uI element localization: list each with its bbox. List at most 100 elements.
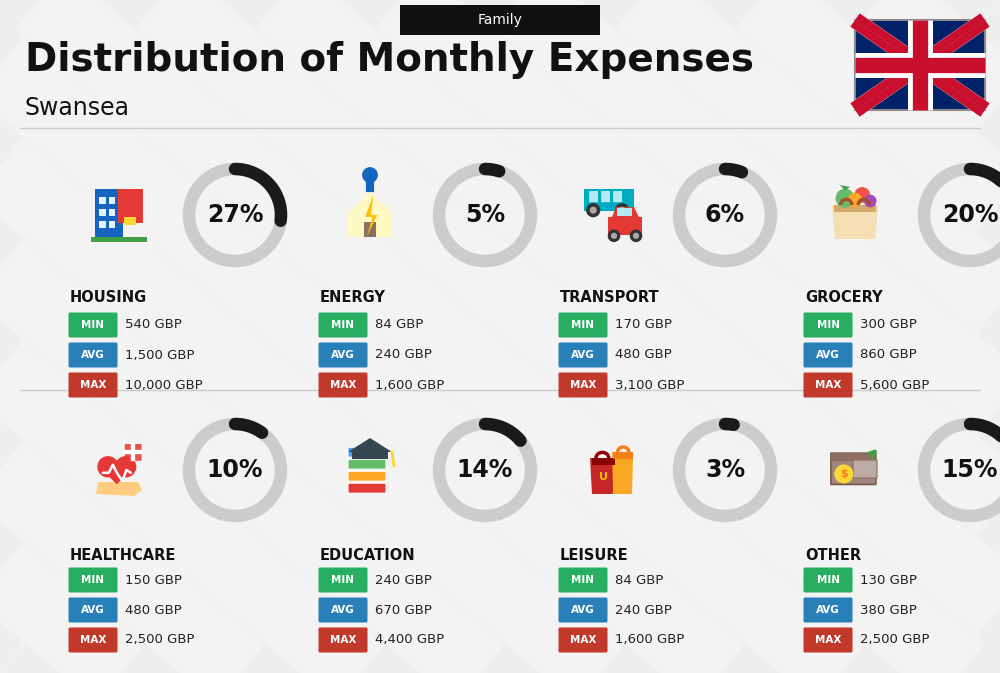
FancyBboxPatch shape [318, 598, 368, 623]
Polygon shape [832, 205, 878, 239]
Circle shape [849, 193, 861, 206]
FancyBboxPatch shape [95, 189, 123, 237]
Text: 84 GBP: 84 GBP [615, 573, 663, 586]
FancyBboxPatch shape [68, 312, 118, 337]
Text: 27%: 27% [207, 203, 263, 227]
Text: MIN: MIN [816, 575, 840, 585]
Text: 3%: 3% [705, 458, 745, 482]
FancyBboxPatch shape [99, 209, 106, 216]
FancyBboxPatch shape [118, 189, 143, 223]
Text: 300 GBP: 300 GBP [860, 318, 917, 332]
FancyBboxPatch shape [68, 343, 118, 367]
Text: 130 GBP: 130 GBP [860, 573, 917, 586]
Text: LEISURE: LEISURE [560, 548, 629, 563]
FancyBboxPatch shape [804, 598, 852, 623]
FancyBboxPatch shape [558, 312, 608, 337]
Text: 670 GBP: 670 GBP [375, 604, 432, 616]
Text: 540 GBP: 540 GBP [125, 318, 182, 332]
FancyBboxPatch shape [592, 458, 615, 465]
Circle shape [619, 207, 625, 213]
FancyBboxPatch shape [613, 452, 633, 459]
Text: MAX: MAX [80, 635, 106, 645]
Polygon shape [590, 458, 615, 494]
Text: AVG: AVG [331, 605, 355, 615]
FancyBboxPatch shape [601, 191, 610, 202]
FancyBboxPatch shape [318, 567, 368, 592]
Circle shape [835, 465, 853, 483]
Text: 10,000 GBP: 10,000 GBP [125, 378, 203, 392]
Polygon shape [612, 207, 639, 217]
FancyBboxPatch shape [831, 453, 876, 461]
FancyBboxPatch shape [804, 627, 852, 653]
Circle shape [612, 234, 616, 238]
FancyBboxPatch shape [318, 372, 368, 398]
Text: HEALTHCARE: HEALTHCARE [70, 548, 176, 563]
Text: 10%: 10% [207, 458, 263, 482]
Text: 5%: 5% [465, 203, 505, 227]
Circle shape [630, 230, 642, 242]
FancyBboxPatch shape [855, 20, 985, 110]
Text: TRANSPORT: TRANSPORT [560, 291, 660, 306]
Circle shape [855, 188, 869, 202]
Text: MAX: MAX [815, 635, 841, 645]
Text: ENERGY: ENERGY [320, 291, 386, 306]
Text: 2,500 GBP: 2,500 GBP [860, 633, 930, 647]
Text: AVG: AVG [81, 605, 105, 615]
Circle shape [98, 457, 118, 476]
Polygon shape [99, 467, 134, 485]
Text: 84 GBP: 84 GBP [375, 318, 423, 332]
Polygon shape [348, 438, 392, 452]
Text: MAX: MAX [570, 635, 596, 645]
FancyBboxPatch shape [804, 372, 852, 398]
Text: MIN: MIN [82, 320, 104, 330]
FancyBboxPatch shape [348, 459, 386, 469]
Text: 480 GBP: 480 GBP [125, 604, 182, 616]
Text: 1,600 GBP: 1,600 GBP [615, 633, 684, 647]
FancyBboxPatch shape [348, 447, 386, 457]
Circle shape [590, 207, 596, 213]
Text: 2,500 GBP: 2,500 GBP [125, 633, 194, 647]
Circle shape [363, 168, 377, 182]
Circle shape [587, 204, 600, 217]
Text: 20%: 20% [942, 203, 998, 227]
Polygon shape [348, 191, 392, 237]
Text: Family: Family [478, 13, 522, 27]
Text: 14%: 14% [457, 458, 513, 482]
Text: 6%: 6% [705, 203, 745, 227]
Text: EDUCATION: EDUCATION [320, 548, 416, 563]
FancyBboxPatch shape [804, 343, 852, 367]
Circle shape [608, 230, 620, 242]
FancyBboxPatch shape [558, 343, 608, 367]
Text: MAX: MAX [80, 380, 106, 390]
Circle shape [865, 195, 876, 207]
FancyBboxPatch shape [318, 312, 368, 337]
Text: AVG: AVG [571, 350, 595, 360]
FancyBboxPatch shape [608, 217, 642, 235]
FancyBboxPatch shape [400, 5, 600, 35]
FancyBboxPatch shape [804, 567, 852, 592]
Text: 240 GBP: 240 GBP [375, 349, 432, 361]
Text: 480 GBP: 480 GBP [615, 349, 672, 361]
FancyBboxPatch shape [853, 460, 877, 478]
FancyBboxPatch shape [364, 222, 376, 238]
FancyBboxPatch shape [348, 471, 386, 481]
Polygon shape [840, 185, 850, 190]
FancyBboxPatch shape [109, 209, 115, 216]
FancyBboxPatch shape [99, 221, 106, 228]
Text: MAX: MAX [330, 380, 356, 390]
FancyBboxPatch shape [99, 197, 106, 204]
Text: 3,100 GBP: 3,100 GBP [615, 378, 684, 392]
Text: MIN: MIN [332, 575, 354, 585]
Text: Swansea: Swansea [25, 96, 130, 120]
Circle shape [116, 457, 136, 476]
FancyBboxPatch shape [617, 208, 632, 216]
FancyBboxPatch shape [834, 205, 876, 212]
Text: MIN: MIN [82, 575, 104, 585]
FancyBboxPatch shape [318, 343, 368, 367]
FancyBboxPatch shape [68, 372, 118, 398]
Text: 150 GBP: 150 GBP [125, 573, 182, 586]
FancyBboxPatch shape [584, 189, 634, 211]
Text: 1,600 GBP: 1,600 GBP [375, 378, 444, 392]
FancyBboxPatch shape [348, 483, 386, 493]
Circle shape [634, 234, 638, 238]
